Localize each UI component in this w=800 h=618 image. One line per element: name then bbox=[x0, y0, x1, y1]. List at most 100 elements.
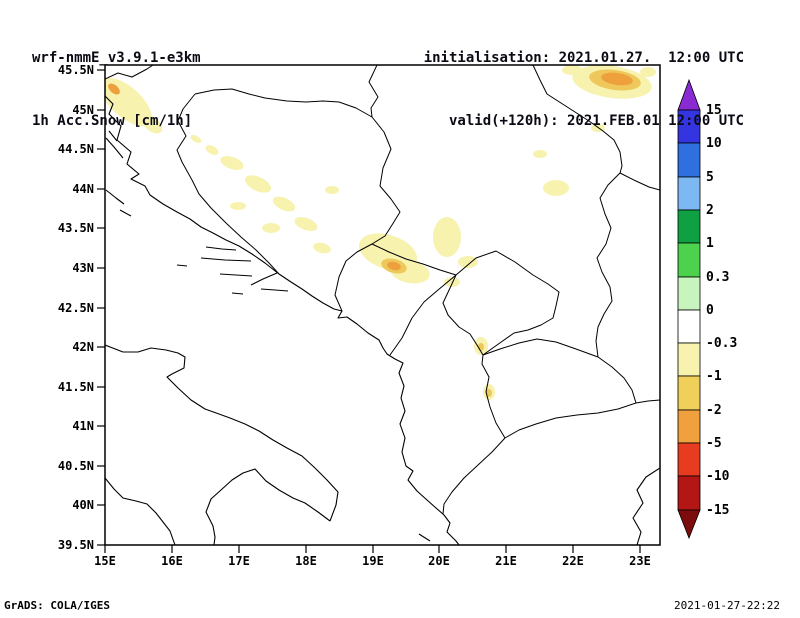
colorbar: 15 10 5 2 1 0.3 0 -0.3 -1 -2 -5 -10 -15 bbox=[677, 78, 737, 540]
x-tick-label: 21E bbox=[495, 554, 517, 568]
snow-patch bbox=[244, 175, 272, 193]
colorbar-label: -1 bbox=[706, 369, 722, 384]
map-background bbox=[105, 65, 660, 545]
snow-patch bbox=[486, 389, 492, 397]
border-slovenia-croatia bbox=[105, 65, 154, 80]
coastline-greece-aegean bbox=[632, 467, 660, 545]
snow-patch bbox=[262, 223, 280, 233]
map-frame bbox=[104, 64, 661, 546]
y-tick-label: 40N bbox=[72, 498, 94, 512]
colorbar-label: -10 bbox=[706, 469, 730, 484]
valid-time-label: valid(+120h): 2021.FEB.01 12:00 UTC bbox=[448, 113, 744, 129]
y-tick-label: 45.5N bbox=[58, 63, 94, 77]
island-hvar bbox=[200, 257, 252, 262]
colorbar-segment bbox=[677, 242, 701, 278]
border-macedonia-greece bbox=[504, 402, 637, 439]
colorbar-segment bbox=[677, 342, 701, 377]
x-tick-label: 17E bbox=[228, 554, 250, 568]
model-name: wrf-nmmE_v3.9.1-e3km bbox=[32, 50, 201, 66]
border-croatia-bosnia-west bbox=[176, 93, 280, 275]
y-tick-label: 43.5N bbox=[58, 221, 94, 235]
border-kosovo bbox=[442, 250, 560, 356]
snow-patch bbox=[272, 196, 296, 212]
snow-patch bbox=[230, 202, 246, 210]
colorbar-segment bbox=[677, 176, 701, 211]
y-tick-label: 44.5N bbox=[58, 142, 94, 156]
colorbar-label: 2 bbox=[706, 203, 714, 218]
island-lastovo bbox=[231, 292, 244, 295]
snow-patch bbox=[294, 217, 318, 231]
border-macedonia-bulgaria bbox=[597, 356, 637, 404]
colorbar-segment bbox=[677, 276, 701, 311]
coastline-balkan-adriatic bbox=[105, 95, 460, 545]
init-time-label: initialisation: 2021.01.27. 12:00 UTC bbox=[423, 50, 744, 66]
colorbar-labels: 15 10 5 2 1 0.3 0 -0.3 -1 -2 -5 -10 -15 bbox=[706, 103, 737, 518]
y-tick-label: 45N bbox=[72, 103, 94, 117]
y-tick-label: 41.5N bbox=[58, 380, 94, 394]
coastline-greece-west bbox=[418, 533, 431, 542]
y-tick-label: 43N bbox=[72, 261, 94, 275]
creation-timestamp: 2021-01-27-22:22 bbox=[674, 599, 780, 612]
colorbar-label: -0.3 bbox=[706, 336, 737, 351]
colorbar-label: -2 bbox=[706, 403, 722, 418]
country-borders bbox=[105, 65, 660, 515]
colorbar-segment bbox=[677, 475, 701, 511]
x-tick-label: 20E bbox=[428, 554, 450, 568]
header-right: initialisation: 2021.01.27. 12:00 UTC va… bbox=[424, 6, 744, 174]
island-korcula bbox=[219, 273, 253, 277]
snow-patch bbox=[325, 186, 339, 194]
colorbar-segment bbox=[677, 209, 701, 244]
island-brac bbox=[205, 246, 237, 251]
border-bosnia-montenegro bbox=[334, 243, 373, 312]
grads-credit: GrADS: COLA/IGES bbox=[4, 599, 110, 612]
snow-patch bbox=[313, 242, 331, 254]
snow-patch bbox=[533, 150, 547, 158]
colorbar-label: 0 bbox=[706, 303, 714, 318]
border-montenegro-serbia bbox=[371, 243, 457, 276]
latitude-ticks bbox=[97, 69, 105, 546]
snow-patch bbox=[205, 145, 219, 155]
longitude-labels: 15E 16E 17E 18E 19E 20E 21E 22E 23E bbox=[94, 554, 651, 568]
snow-patch bbox=[601, 72, 633, 86]
colorbar-segment bbox=[677, 442, 701, 477]
snow-patch bbox=[543, 180, 569, 196]
colorbar-segment bbox=[677, 409, 701, 444]
border-montenegro-albania bbox=[389, 274, 457, 356]
border-bulgaria-greece bbox=[635, 399, 660, 404]
coastline-italy-tyrrhenian bbox=[105, 477, 176, 545]
island-vis bbox=[176, 264, 188, 267]
longitude-ticks bbox=[104, 545, 641, 553]
border-albania-greece bbox=[442, 437, 506, 515]
island-kornati bbox=[119, 209, 132, 217]
colorbar-label: 0.3 bbox=[706, 270, 729, 285]
colorbar-label: 5 bbox=[706, 170, 714, 185]
border-bosnia-serbia-drina bbox=[371, 116, 401, 245]
coastline-italy-adriatic bbox=[105, 344, 339, 522]
snow-patch bbox=[640, 67, 656, 77]
colorbar-label: 1 bbox=[706, 236, 714, 251]
colorbar-arrow-bottom bbox=[677, 509, 701, 540]
border-serbia-east bbox=[532, 65, 623, 358]
y-tick-label: 40.5N bbox=[58, 459, 94, 473]
coastlines bbox=[105, 95, 660, 545]
island-dugi-otok bbox=[105, 189, 125, 205]
border-serbia-macedonia bbox=[482, 338, 599, 358]
border-croatia-bosnia-sava bbox=[194, 88, 373, 118]
border-croatia-serbia-danube bbox=[368, 65, 379, 118]
snow-patch bbox=[478, 343, 484, 351]
y-tick-label: 39.5N bbox=[58, 538, 94, 552]
colorbar-label: -5 bbox=[706, 436, 722, 451]
x-tick-label: 22E bbox=[562, 554, 584, 568]
colorbar-label: 15 bbox=[706, 103, 722, 118]
latitude-labels: 45.5N 45N 44.5N 44N 43.5N 43N 42.5N 42N … bbox=[58, 63, 94, 552]
peljesac-peninsula bbox=[250, 272, 278, 286]
variable-name: 1h Acc.Snow [cm/1h] bbox=[32, 113, 193, 129]
snow-patch bbox=[141, 114, 163, 134]
colorbar-label: -15 bbox=[706, 503, 729, 518]
x-tick-label: 15E bbox=[94, 554, 116, 568]
x-tick-label: 23E bbox=[629, 554, 651, 568]
snow-patch bbox=[387, 261, 401, 271]
y-tick-label: 42N bbox=[72, 340, 94, 354]
